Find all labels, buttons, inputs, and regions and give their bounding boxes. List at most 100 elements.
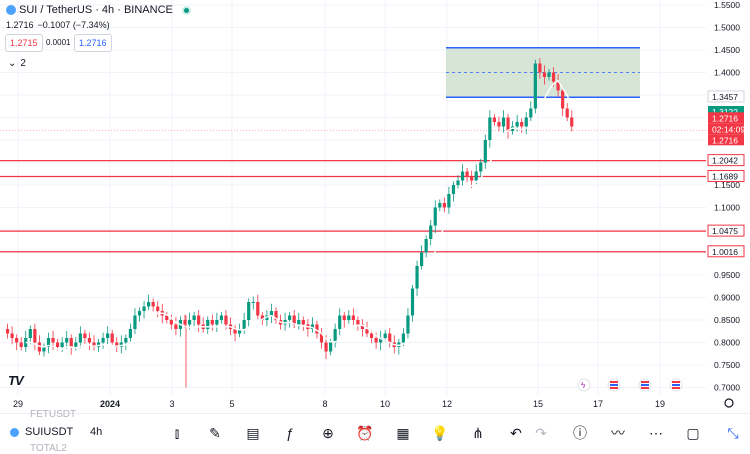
candle-body[interactable] bbox=[315, 324, 319, 334]
candle-body[interactable] bbox=[383, 333, 387, 339]
candle-body[interactable] bbox=[329, 342, 333, 352]
undo-icon[interactable]: ↶ bbox=[510, 424, 522, 441]
us-flag-icon[interactable] bbox=[669, 378, 683, 392]
candle-body[interactable] bbox=[424, 239, 428, 253]
candle-body[interactable] bbox=[165, 315, 169, 321]
candle-body[interactable] bbox=[192, 315, 196, 321]
candle-body[interactable] bbox=[156, 306, 160, 312]
candle-body[interactable] bbox=[219, 315, 223, 321]
trend-icon[interactable]: 〰 bbox=[611, 425, 625, 441]
alarm-icon[interactable]: ⏰ bbox=[356, 424, 374, 441]
us-flag-icon[interactable] bbox=[607, 378, 621, 392]
candle-body[interactable] bbox=[520, 122, 524, 127]
indicators-toggle[interactable]: ⌄ 2 bbox=[8, 58, 26, 69]
square-icon[interactable]: ▢ bbox=[686, 424, 700, 441]
sell-price-button[interactable]: 1.2715 bbox=[5, 34, 43, 52]
candle-body[interactable] bbox=[215, 320, 219, 325]
candle-body[interactable] bbox=[133, 315, 137, 330]
us-flag-icon[interactable] bbox=[638, 378, 652, 392]
candle-body[interactable] bbox=[515, 122, 519, 127]
info-icon[interactable]: ⓘ bbox=[573, 425, 587, 441]
candle-body[interactable] bbox=[15, 338, 19, 343]
tradingview-logo[interactable]: TV bbox=[8, 373, 24, 388]
candle-body[interactable] bbox=[28, 329, 32, 338]
candle-body[interactable] bbox=[233, 329, 237, 334]
grid-icon[interactable]: ▦ bbox=[396, 424, 410, 441]
candle-body[interactable] bbox=[310, 324, 314, 330]
candle-body[interactable] bbox=[319, 333, 324, 343]
candle-body[interactable] bbox=[429, 225, 433, 240]
candle-body[interactable] bbox=[360, 324, 365, 330]
candle-body[interactable] bbox=[460, 171, 465, 181]
candle-body[interactable] bbox=[456, 180, 460, 186]
symbol-selector[interactable]: SUIUSDT bbox=[10, 426, 73, 438]
candle-body[interactable] bbox=[206, 320, 210, 329]
candle-body[interactable] bbox=[187, 320, 192, 325]
candle-body[interactable] bbox=[542, 72, 547, 78]
candle-body[interactable] bbox=[379, 338, 383, 343]
collapse-icon[interactable]: ⤡ bbox=[727, 424, 739, 441]
gear-icon[interactable] bbox=[724, 398, 734, 408]
candle-body[interactable] bbox=[369, 333, 374, 339]
candle-body[interactable] bbox=[374, 338, 378, 343]
candle-body[interactable] bbox=[506, 117, 510, 132]
candle-body[interactable] bbox=[547, 72, 551, 78]
candle-body[interactable] bbox=[451, 185, 456, 194]
candle-body[interactable] bbox=[324, 342, 328, 352]
candle-body[interactable] bbox=[333, 329, 337, 343]
candle-body[interactable] bbox=[60, 342, 64, 348]
redo-icon[interactable]: ↷ bbox=[535, 424, 547, 441]
candle-body[interactable] bbox=[78, 333, 82, 343]
candle-body[interactable] bbox=[301, 320, 305, 325]
candle-body[interactable] bbox=[10, 333, 14, 339]
candle-body[interactable] bbox=[69, 338, 73, 347]
candle-body[interactable] bbox=[96, 342, 101, 348]
candle-body[interactable] bbox=[128, 329, 132, 338]
candle-body[interactable] bbox=[538, 63, 542, 73]
candle-body[interactable] bbox=[83, 333, 87, 339]
candle-body[interactable] bbox=[492, 117, 496, 123]
candle-body[interactable] bbox=[388, 333, 392, 343]
candle-body[interactable] bbox=[92, 342, 96, 348]
candle-body[interactable] bbox=[501, 117, 506, 127]
candles-icon[interactable]: ⫾ bbox=[174, 424, 180, 441]
candle-body[interactable] bbox=[142, 306, 146, 312]
candle-body[interactable] bbox=[433, 207, 437, 226]
candle-body[interactable] bbox=[242, 320, 246, 329]
candle-body[interactable] bbox=[474, 171, 478, 181]
candle-body[interactable] bbox=[106, 333, 110, 339]
candle-body[interactable] bbox=[497, 122, 501, 127]
candle-body[interactable] bbox=[356, 320, 360, 325]
buy-price-button[interactable]: 1.2716 bbox=[74, 34, 112, 52]
candle-body[interactable] bbox=[183, 320, 187, 325]
candle-body[interactable] bbox=[33, 329, 37, 343]
candle-body[interactable] bbox=[251, 302, 255, 303]
candle-body[interactable] bbox=[283, 320, 287, 325]
candle-body[interactable] bbox=[51, 338, 55, 343]
candle-body[interactable] bbox=[561, 90, 565, 109]
interval-selector[interactable]: 4h bbox=[90, 426, 103, 438]
pen-icon[interactable]: ✎ bbox=[209, 424, 221, 441]
candle-body[interactable] bbox=[533, 63, 537, 109]
candle-body[interactable] bbox=[74, 342, 78, 348]
candle-body[interactable] bbox=[338, 315, 342, 330]
candle-body[interactable] bbox=[483, 140, 487, 163]
candle-body[interactable] bbox=[119, 342, 123, 348]
candle-body[interactable] bbox=[488, 117, 492, 141]
candle-body[interactable] bbox=[420, 252, 424, 267]
candle-body[interactable] bbox=[87, 338, 92, 343]
candle-body[interactable] bbox=[342, 315, 346, 321]
candle-body[interactable] bbox=[247, 302, 251, 320]
price-chart[interactable]: 1.55001.50001.45001.40001.35001.30001.25… bbox=[0, 0, 750, 413]
candle-body[interactable] bbox=[401, 333, 405, 343]
candle-body[interactable] bbox=[115, 342, 119, 348]
candle-body[interactable] bbox=[479, 162, 483, 172]
candle-body[interactable] bbox=[410, 288, 415, 316]
candle-body[interactable] bbox=[565, 108, 569, 118]
candle-body[interactable] bbox=[151, 302, 155, 307]
notes-icon[interactable]: ▤ bbox=[246, 424, 260, 441]
candle-body[interactable] bbox=[551, 72, 556, 82]
candle-body[interactable] bbox=[415, 266, 419, 289]
candle-body[interactable] bbox=[556, 81, 560, 91]
candle-body[interactable] bbox=[5, 329, 10, 334]
